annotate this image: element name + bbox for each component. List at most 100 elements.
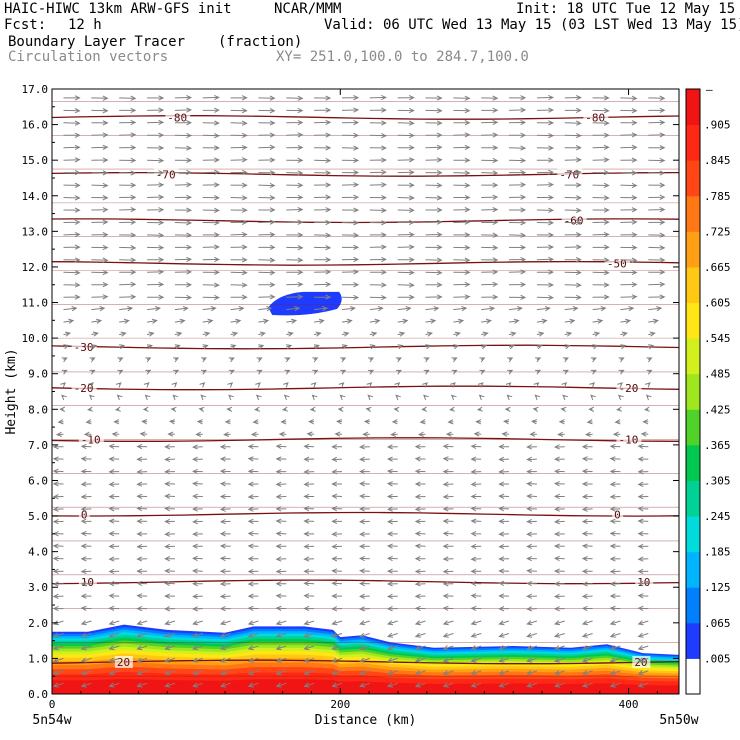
circulation-vector [303,556,315,562]
circulation-vector [63,306,78,312]
circulation-vector [275,543,287,549]
circulation-vector [286,232,304,238]
circulation-vector [588,406,595,412]
circulation-vector [119,318,130,324]
circulation-vector [564,344,571,350]
circulation-vector [359,506,370,512]
circulation-vector [219,468,231,474]
circulation-vector [164,543,175,550]
circulation-vector [425,306,440,312]
circulation-vector [275,605,287,611]
circulation-vector [286,182,304,188]
circulation-vector [386,568,398,574]
circulation-vector [359,555,370,562]
circulation-vector [80,620,92,626]
circulation-vector [119,157,137,164]
circulation-vector [648,281,666,288]
circulation-vector [170,406,177,413]
circulation-vector [609,632,621,638]
circulation-vector [91,244,109,251]
circulation-vector [334,431,343,437]
circulation-vector [609,620,621,626]
circulation-vector [119,194,137,200]
circulation-vector [219,518,231,525]
circulation-vector [313,344,320,350]
circulation-vector [553,657,565,663]
circulation-vector [637,580,649,587]
circulation-vector [136,645,148,651]
circulation-vector [505,382,512,388]
circulation-vector [359,593,370,599]
circulation-vector [195,431,203,437]
circulation-vector [230,95,248,101]
circulation-vector [564,244,582,250]
circulation-vector [63,169,81,176]
circulation-vector [338,382,345,388]
circulation-vector [526,620,538,626]
circulation-vector [284,357,291,363]
circulation-vector [136,593,148,599]
circulation-vector [314,207,332,213]
circulation-vector [275,620,287,626]
circulation-vector [387,657,398,663]
isotherm-line [52,115,679,120]
circulation-vector [258,144,276,150]
circulation-vector [620,331,628,337]
circulation-vector [473,431,482,437]
x-tick-label: 200 [330,698,350,711]
circulation-vector [192,645,203,651]
circulation-vector [592,257,610,263]
circulation-vector [247,530,259,537]
circulation-vector [386,506,398,512]
circulation-vector [442,657,454,663]
circulation-vector [52,456,64,462]
circulation-vector [192,606,203,612]
circulation-vector [637,518,649,524]
y-tick-label: 10.0 [22,332,49,345]
circulation-vector [536,344,543,350]
circulation-vector [52,620,64,626]
circulation-vector [498,469,510,475]
circulation-vector [397,144,415,151]
circulation-vector [174,331,183,337]
y-tick-label: 9.0 [28,368,48,381]
circulation-vector [192,632,203,638]
circulation-vector [581,543,593,549]
circulation-vector [369,157,387,163]
circulation-vector [470,456,482,462]
isotherm-label-bg [165,111,191,124]
circulation-vector [508,281,527,288]
circulation-vector [470,620,482,626]
circulation-vector [390,431,398,437]
circulation-vector [63,132,81,138]
circulation-vector [219,657,231,663]
isotherm-label: -70 [559,168,579,181]
circulation-vector [397,257,415,263]
circulation-vector [286,170,304,176]
circulation-vector [303,670,315,676]
circulation-vector [331,645,343,651]
circulation-vector [508,331,517,337]
circulation-vector [609,556,621,562]
circulation-vector [119,331,127,337]
circulation-vector [108,556,120,562]
circulation-vector [219,670,231,676]
circulation-vector [481,145,499,151]
circulation-vector [91,207,109,213]
circulation-vector [498,556,510,562]
circulation-vector [648,331,656,337]
circulation-vector [620,306,635,312]
circulation-vector [61,369,68,375]
circulation-vector [303,456,315,462]
circulation-vector [303,682,315,688]
circulation-vector [586,419,593,425]
circulation-vector [258,219,276,225]
circulation-vector [286,219,304,225]
circulation-vector [504,406,511,412]
circulation-vector [167,431,175,437]
circulation-vector [581,568,593,574]
isotherm-label: 20 [634,656,647,669]
colorbar-label: .785 [704,190,731,203]
circulation-vector [395,394,401,401]
